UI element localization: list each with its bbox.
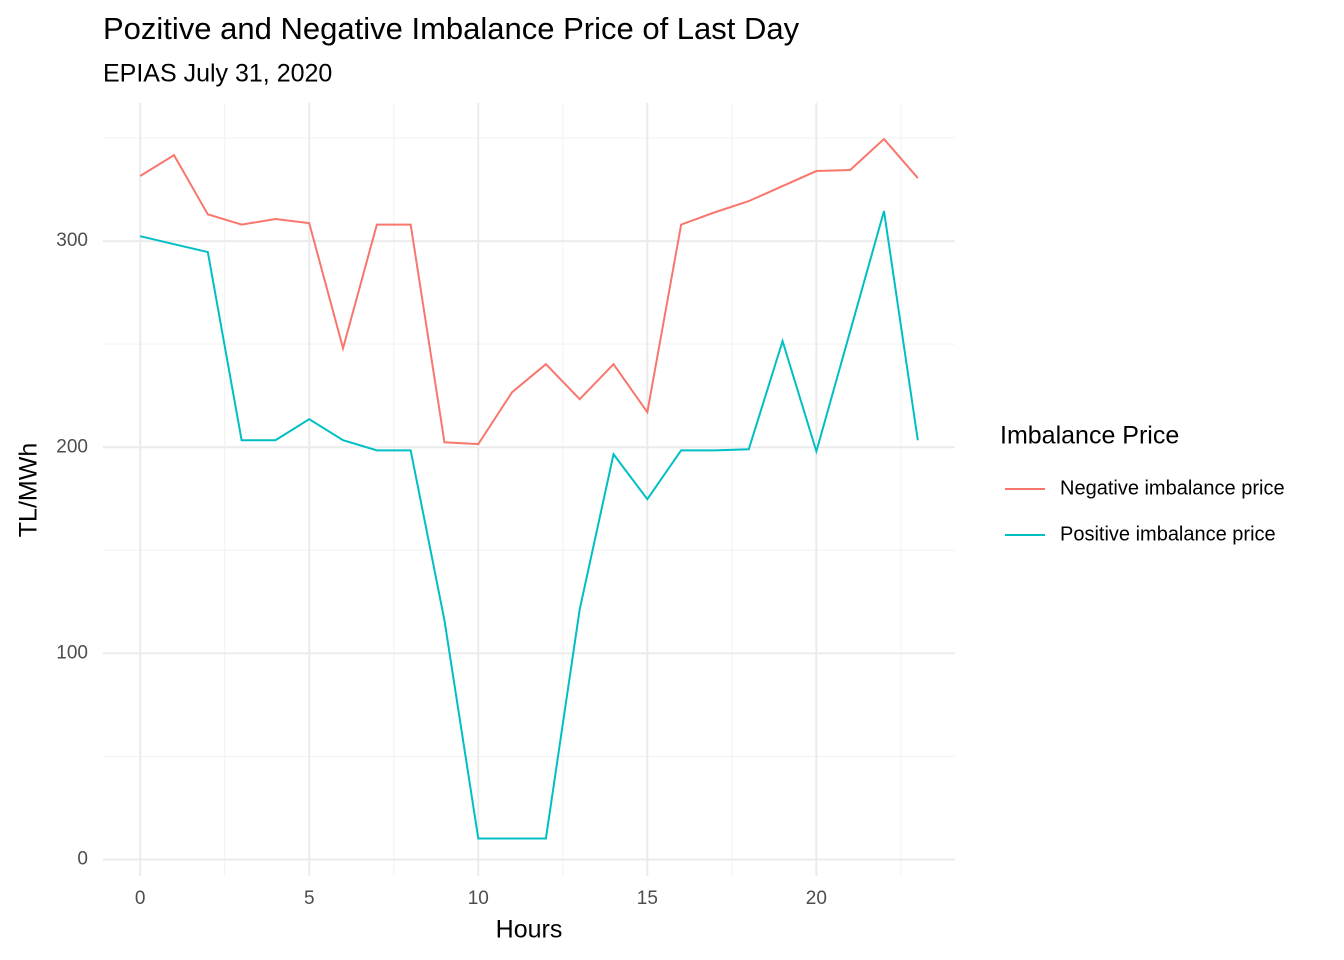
x-tick-label: 20 <box>806 888 827 909</box>
x-tick-label: 10 <box>468 888 489 909</box>
x-tick-label: 15 <box>637 888 658 909</box>
legend-title: Imbalance Price <box>1000 422 1179 450</box>
legend-label: Negative imbalance price <box>1060 477 1285 499</box>
chart-title: Pozitive and Negative Imbalance Price of… <box>103 11 800 46</box>
y-axis-title: TL/MWh <box>15 443 43 537</box>
legend-label: Positive imbalance price <box>1060 523 1276 545</box>
x-tick-label: 0 <box>135 888 146 909</box>
y-tick-label: 0 <box>77 849 88 870</box>
y-tick-label: 200 <box>56 436 88 457</box>
y-tick-label: 300 <box>56 230 88 251</box>
chart-subtitle: EPIAS July 31, 2020 <box>103 60 332 88</box>
series-line <box>139 137 919 446</box>
x-axis-title: Hours <box>496 916 563 944</box>
x-tick-label: 5 <box>304 888 315 909</box>
series-line <box>139 210 919 840</box>
y-tick-label: 100 <box>56 642 88 663</box>
